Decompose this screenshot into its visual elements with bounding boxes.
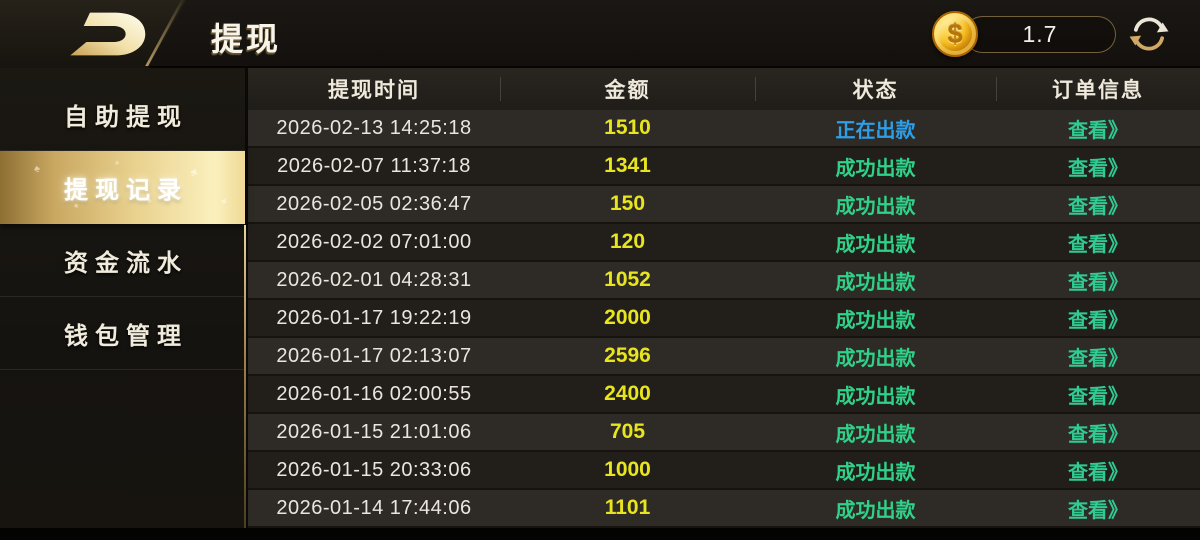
dollar-symbol: $ bbox=[947, 18, 963, 49]
table-row: 2026-01-15 21:01:06 705 成功出款 查看》 bbox=[248, 414, 1200, 452]
withdraw-time: 2026-02-13 14:25:18 bbox=[276, 116, 472, 139]
gold-coin-icon: $ bbox=[932, 11, 978, 57]
table-row: 2026-01-17 19:22:19 2000 成功出款 查看》 bbox=[248, 300, 1200, 338]
view-order-link[interactable]: 查看》 bbox=[1068, 347, 1128, 370]
view-order-link[interactable]: 查看》 bbox=[1068, 461, 1128, 484]
app-logo-icon[interactable] bbox=[60, 9, 152, 59]
table-row: 2026-02-02 07:01:00 120 成功出款 查看》 bbox=[248, 224, 1200, 262]
sidebar-item-fund-flow[interactable]: 资金流水 bbox=[0, 224, 245, 297]
table-row: 2026-01-17 02:13:07 2596 成功出款 查看》 bbox=[248, 338, 1200, 376]
withdraw-amount: 1510 bbox=[604, 116, 651, 139]
balance-display: 1.7 bbox=[964, 15, 1116, 53]
sidebar-item-wallet-management[interactable]: 钱包管理 bbox=[0, 297, 245, 370]
status-badge: 成功出款 bbox=[835, 157, 916, 180]
sidebar-menu: 自助提现 提现记录 资金流水 钱包管理 bbox=[0, 68, 248, 528]
withdraw-time: 2026-01-15 20:33:06 bbox=[276, 458, 472, 481]
sidebar-item-label: 自助提现 bbox=[64, 103, 188, 131]
bottom-bezel bbox=[0, 528, 1200, 540]
view-order-link[interactable]: 查看》 bbox=[1068, 195, 1128, 218]
table-row: 2026-01-14 17:44:06 1101 成功出款 查看》 bbox=[248, 490, 1200, 528]
sidebar-item-label: 提现记录 bbox=[64, 177, 188, 204]
spade-icon bbox=[218, 196, 227, 208]
withdraw-amount: 1341 bbox=[604, 154, 651, 177]
view-order-link[interactable]: 查看》 bbox=[1068, 119, 1128, 142]
withdraw-time: 2026-01-16 02:00:55 bbox=[276, 382, 472, 405]
withdraw-amount: 150 bbox=[609, 192, 646, 215]
table-row: 2026-01-16 02:00:55 2400 成功出款 查看》 bbox=[248, 376, 1200, 414]
sidebar-item-self-withdraw[interactable]: 自助提现 bbox=[0, 78, 245, 151]
withdraw-records-table: 提现时间 金额 状态 订单信息 2026-02-13 14:25:18 1510… bbox=[248, 68, 1200, 528]
withdraw-amount: 1052 bbox=[604, 268, 651, 291]
column-header-time: 提现时间 bbox=[328, 79, 420, 102]
status-badge: 成功出款 bbox=[835, 271, 916, 294]
balance-group: $ 1.7 bbox=[932, 0, 1170, 68]
status-badge: 正在出款 bbox=[835, 119, 916, 142]
view-order-link[interactable]: 查看》 bbox=[1068, 271, 1128, 294]
status-badge: 成功出款 bbox=[835, 347, 916, 370]
sidebar-gold-edge bbox=[244, 225, 246, 528]
withdraw-amount: 1000 bbox=[604, 458, 651, 481]
column-header-amount: 金额 bbox=[500, 68, 755, 110]
withdraw-time: 2026-01-14 17:44:06 bbox=[276, 496, 472, 519]
spade-icon bbox=[33, 162, 42, 175]
view-order-link[interactable]: 查看》 bbox=[1068, 385, 1128, 408]
withdraw-amount: 2596 bbox=[604, 344, 651, 367]
main-area: 自助提现 提现记录 资金流水 钱包管理 提现时间 金额 状态 订单信息 2026… bbox=[0, 68, 1200, 528]
spade-icon bbox=[189, 163, 200, 179]
view-order-link[interactable]: 查看》 bbox=[1068, 157, 1128, 180]
sidebar-item-label: 资金流水 bbox=[64, 249, 188, 277]
balance-value: 1.7 bbox=[1022, 20, 1058, 47]
view-order-link[interactable]: 查看》 bbox=[1068, 423, 1128, 446]
withdraw-amount: 1101 bbox=[604, 496, 651, 519]
withdraw-time: 2026-01-17 19:22:19 bbox=[276, 306, 472, 329]
status-badge: 成功出款 bbox=[835, 195, 916, 218]
spade-icon bbox=[115, 158, 120, 167]
table-row: 2026-02-07 11:37:18 1341 成功出款 查看》 bbox=[248, 148, 1200, 186]
column-header-order: 订单信息 bbox=[996, 68, 1200, 110]
status-badge: 成功出款 bbox=[835, 499, 916, 522]
withdraw-amount: 120 bbox=[609, 230, 646, 253]
status-badge: 成功出款 bbox=[835, 423, 916, 446]
status-badge: 成功出款 bbox=[835, 385, 916, 408]
withdraw-time: 2026-02-05 02:36:47 bbox=[276, 192, 472, 215]
withdraw-time: 2026-01-17 02:13:07 bbox=[276, 344, 472, 367]
withdraw-time: 2026-02-01 04:28:31 bbox=[276, 268, 472, 291]
refresh-icon[interactable] bbox=[1128, 13, 1170, 55]
view-order-link[interactable]: 查看》 bbox=[1068, 499, 1128, 522]
view-order-link[interactable]: 查看》 bbox=[1068, 233, 1128, 256]
table-row: 2026-02-13 14:25:18 1510 正在出款 查看》 bbox=[248, 110, 1200, 148]
sidebar-item-label: 钱包管理 bbox=[64, 322, 188, 350]
table-row: 2026-01-15 20:33:06 1000 成功出款 查看》 bbox=[248, 452, 1200, 490]
status-badge: 成功出款 bbox=[835, 461, 916, 484]
status-badge: 成功出款 bbox=[835, 309, 916, 332]
withdraw-time: 2026-02-07 11:37:18 bbox=[277, 154, 471, 177]
view-order-link[interactable]: 查看》 bbox=[1068, 309, 1128, 332]
table-row: 2026-02-05 02:36:47 150 成功出款 查看》 bbox=[248, 186, 1200, 224]
withdraw-amount: 705 bbox=[609, 420, 646, 443]
withdraw-time: 2026-01-15 21:01:06 bbox=[276, 420, 472, 443]
withdraw-amount: 2400 bbox=[604, 382, 651, 405]
sidebar-item-withdraw-records[interactable]: 提现记录 bbox=[0, 151, 245, 224]
table-header: 提现时间 金额 状态 订单信息 bbox=[248, 68, 1200, 110]
page-title: 提现 bbox=[211, 21, 282, 57]
top-bar: 提现 $ 1.7 bbox=[0, 0, 1200, 68]
table-row: 2026-02-01 04:28:31 1052 成功出款 查看》 bbox=[248, 262, 1200, 300]
column-header-status: 状态 bbox=[755, 68, 996, 110]
withdraw-amount: 2000 bbox=[604, 306, 651, 329]
table-body: 2026-02-13 14:25:18 1510 正在出款 查看》 2026-0… bbox=[248, 110, 1200, 528]
status-badge: 成功出款 bbox=[835, 233, 916, 256]
withdraw-time: 2026-02-02 07:01:00 bbox=[276, 230, 472, 253]
